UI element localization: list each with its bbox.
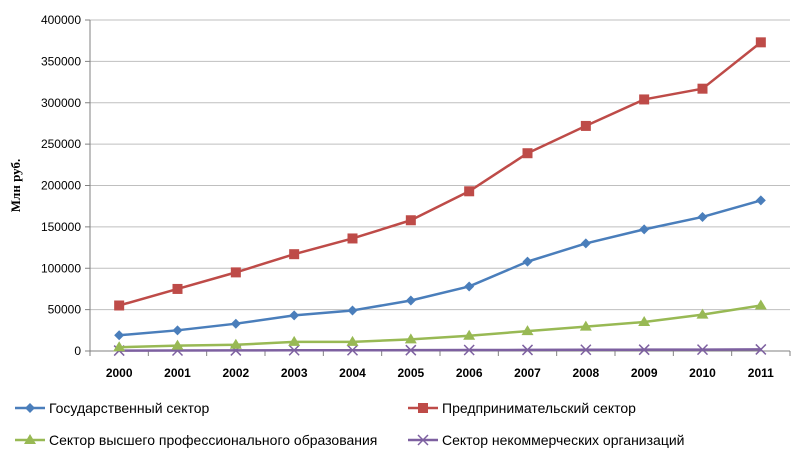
data-point <box>463 344 475 356</box>
data-point <box>638 316 651 327</box>
data-point <box>580 120 591 131</box>
y-tick-label: 350000 <box>41 54 81 68</box>
legend-item: Государственный сектор <box>15 400 210 416</box>
data-point <box>696 344 709 356</box>
x-tick-label: 2001 <box>164 366 191 380</box>
data-point <box>405 295 416 306</box>
series-layer <box>113 37 767 357</box>
y-axis-label: Млн руб. <box>8 159 23 212</box>
x-tick-label: 2000 <box>106 366 133 380</box>
data-point <box>639 224 650 235</box>
data-point <box>404 333 417 344</box>
data-point <box>289 249 300 260</box>
data-point <box>522 148 533 159</box>
x-tick-label: 2007 <box>514 366 541 380</box>
x-tick-label: 2002 <box>222 366 249 380</box>
x-tick-label: 2004 <box>339 366 366 380</box>
y-tick-label: 250000 <box>41 137 81 151</box>
legend-label: Сектор некоммерческих организаций <box>442 432 684 448</box>
y-axis-ticks: 0 50000 100000 150000 200000 250000 300000 3500… <box>41 13 90 358</box>
series-line <box>118 41 762 307</box>
legend-marker <box>25 403 35 413</box>
data-point <box>230 267 241 278</box>
data-point <box>754 299 767 310</box>
data-point <box>697 211 708 222</box>
data-point <box>230 318 241 329</box>
legend-marker <box>417 434 429 446</box>
data-point <box>113 341 126 352</box>
data-point <box>696 308 709 319</box>
x-tick-label: 2006 <box>456 366 483 380</box>
legend-item: Предпринимательский сектор <box>408 400 636 416</box>
x-tick-label: 2003 <box>281 366 308 380</box>
series-line <box>119 348 761 352</box>
y-tick-label: 0 <box>74 344 81 358</box>
data-point <box>171 339 184 350</box>
data-point <box>755 195 766 206</box>
data-point <box>288 344 300 356</box>
data-point <box>580 344 592 356</box>
data-point <box>346 335 359 346</box>
legend-marker <box>418 403 428 413</box>
x-tick-label: 2010 <box>689 366 716 380</box>
data-point <box>522 256 533 267</box>
y-tick-label: 400000 <box>41 13 81 27</box>
data-point <box>464 186 475 197</box>
data-point <box>346 344 359 356</box>
data-point <box>172 325 183 336</box>
legend-item: Сектор высшего профессионального образов… <box>15 432 377 448</box>
data-point <box>464 281 475 292</box>
legend-label: Государственный сектор <box>49 400 210 416</box>
data-point <box>697 83 708 94</box>
data-point <box>347 233 358 244</box>
x-tick-label: 2005 <box>397 366 424 380</box>
data-point <box>405 215 416 226</box>
legend-marker <box>24 434 36 444</box>
y-tick-label: 200000 <box>41 179 81 193</box>
y-tick-label: 300000 <box>41 96 81 110</box>
series-1 <box>114 195 766 341</box>
data-point <box>405 344 417 356</box>
x-tick-label: 2011 <box>748 366 774 380</box>
data-point <box>347 305 358 316</box>
data-point <box>289 310 300 321</box>
data-point <box>114 300 125 311</box>
series-2 <box>114 37 766 311</box>
x-tick-label: 2008 <box>572 366 599 380</box>
y-tick-label: 50000 <box>48 303 82 317</box>
data-point <box>755 37 766 48</box>
series-line <box>119 304 762 349</box>
data-point <box>288 335 301 346</box>
data-point <box>463 329 476 340</box>
legend-item: Сектор некоммерческих организаций <box>408 432 684 448</box>
data-point <box>114 330 125 341</box>
legend: Государственный сектор Предпринимательски… <box>15 400 684 448</box>
data-point <box>521 344 534 356</box>
legend-label: Сектор высшего профессионального образов… <box>49 432 377 448</box>
legend-label: Предпринимательский сектор <box>442 400 636 416</box>
data-point <box>521 325 534 336</box>
grid-lines <box>90 19 790 311</box>
data-point <box>755 343 767 355</box>
y-tick-label: 150000 <box>41 220 81 234</box>
data-point <box>172 283 183 294</box>
data-point <box>639 94 650 105</box>
series-3 <box>113 299 767 352</box>
data-point <box>580 238 591 249</box>
y-tick-label: 100000 <box>41 261 81 275</box>
data-point <box>229 338 242 349</box>
data-point <box>638 344 650 356</box>
x-tick-label: 2009 <box>631 366 658 380</box>
series-line <box>119 199 762 337</box>
x-axis-ticks: 2000 2001 2002 2003 2004 2005 2006 2007 2008 2009… <box>89 351 791 380</box>
data-point <box>579 320 592 331</box>
